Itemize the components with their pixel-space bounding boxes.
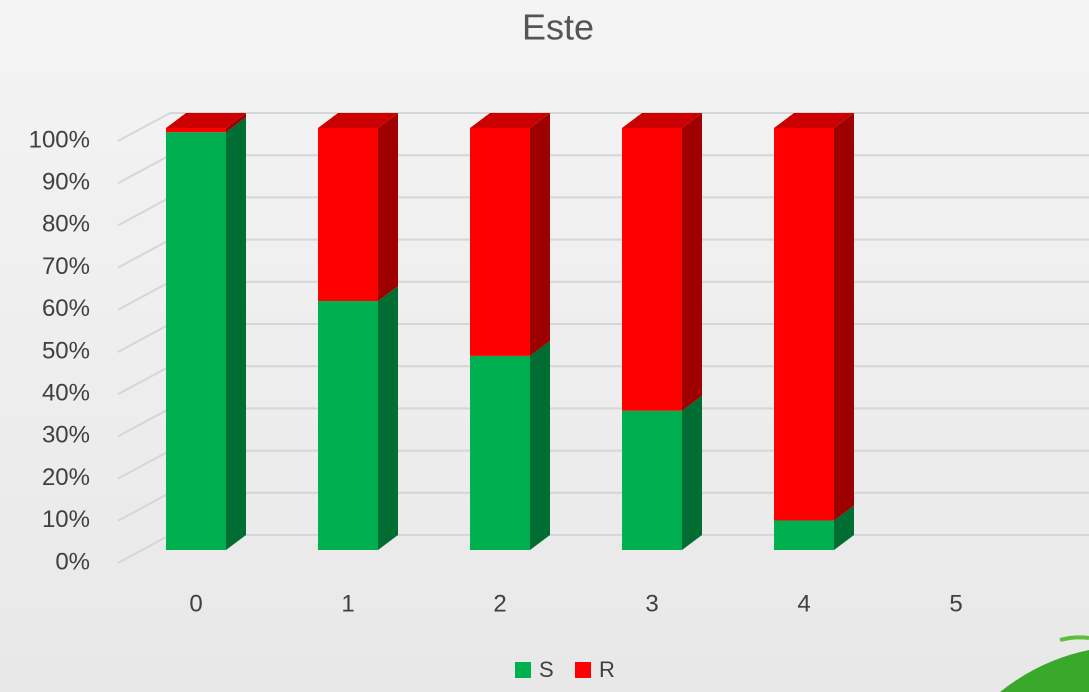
legend-label: S [539, 657, 554, 682]
grid-line [117, 449, 171, 480]
legend-swatch [515, 662, 531, 678]
grid-line [117, 238, 171, 269]
y-tick-label: 30% [42, 422, 90, 449]
bar-side [378, 286, 398, 550]
y-tick-label: 100% [29, 126, 90, 153]
x-tick-label: 5 [949, 590, 962, 617]
bar-side [682, 395, 702, 550]
grid-line [117, 407, 171, 438]
bar-side [682, 113, 702, 411]
decoration [1000, 650, 1089, 692]
bar [166, 132, 226, 550]
grid-line [117, 534, 171, 564]
decoration [1059, 635, 1089, 642]
bar-side [530, 340, 550, 550]
grid-line [117, 196, 171, 227]
bar [318, 301, 378, 550]
y-tick-label: 60% [42, 295, 90, 322]
bar-side [226, 117, 246, 550]
x-tick-label: 2 [493, 590, 506, 617]
y-tick-label: 70% [42, 253, 90, 280]
bar [470, 128, 530, 356]
grid-line [117, 365, 171, 396]
bar-top [774, 113, 854, 128]
bar-top [166, 113, 246, 128]
bar-top [622, 113, 702, 128]
legend-label: R [599, 657, 615, 682]
bar-top [318, 113, 398, 128]
grid-line [117, 491, 171, 522]
bar [318, 128, 378, 302]
y-tick-label: 50% [42, 337, 90, 364]
y-tick-label: 20% [42, 464, 90, 491]
grid-line [117, 280, 171, 311]
bar [166, 128, 226, 133]
x-tick-label: 4 [797, 590, 810, 617]
bar [470, 355, 530, 550]
bar-top [470, 113, 550, 128]
y-tick-label: 40% [42, 380, 90, 407]
bar [774, 520, 834, 550]
grid-line [117, 323, 171, 353]
y-tick-label: 10% [42, 506, 90, 533]
bar-side [226, 113, 246, 133]
chart-title: Este [522, 7, 594, 48]
grid-line [117, 154, 171, 185]
grid-line [117, 112, 171, 142]
x-tick-label: 3 [645, 590, 658, 617]
bar-side [834, 113, 854, 521]
y-tick-label: 80% [42, 211, 90, 238]
bar-side [378, 113, 398, 302]
bar-side [834, 505, 854, 550]
x-tick-label: 1 [341, 590, 354, 617]
legend-swatch [575, 662, 591, 678]
bar [774, 128, 834, 521]
bar-side [530, 113, 550, 356]
bar [622, 128, 682, 411]
y-tick-label: 0% [55, 548, 90, 575]
bar [622, 410, 682, 550]
x-tick-label: 0 [189, 590, 202, 617]
y-tick-label: 90% [42, 169, 90, 196]
